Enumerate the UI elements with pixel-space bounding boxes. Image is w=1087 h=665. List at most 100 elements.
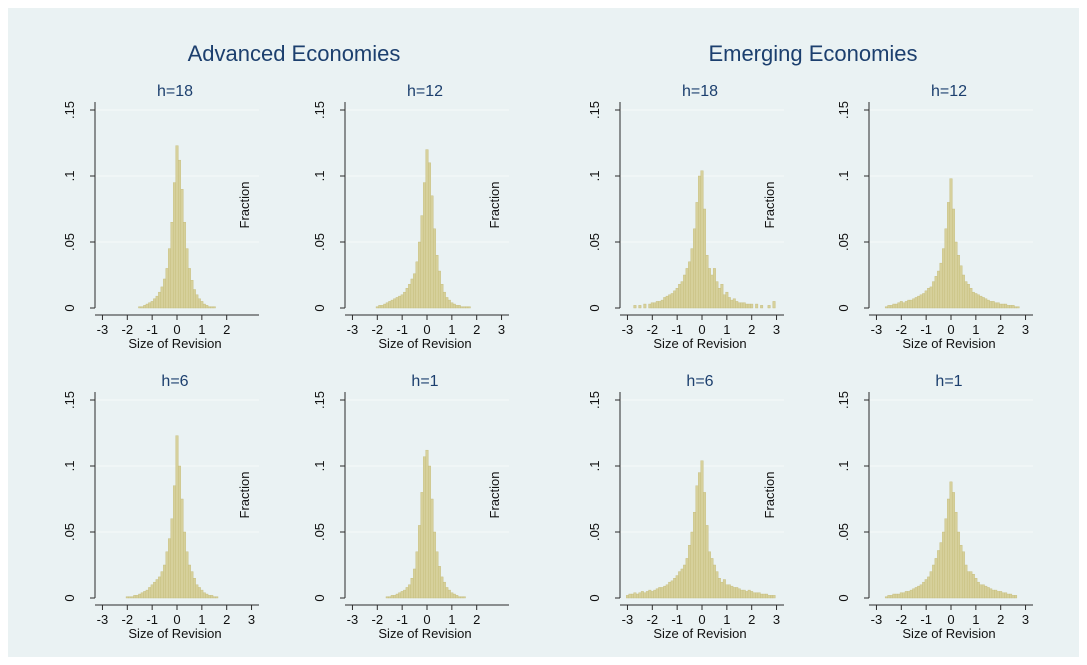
panel-7-bar <box>708 551 711 599</box>
panel-7-bar <box>720 581 724 599</box>
panel-7-bar <box>727 584 731 599</box>
panel-4-y-tick-label: 0 <box>836 304 851 311</box>
panel-7-bar <box>750 591 754 599</box>
panel-1-y-tick-label: .1 <box>62 171 77 182</box>
panel-4-bar <box>974 293 978 309</box>
panel-8-bar <box>947 498 950 599</box>
panel-6-x-tick-label: 0 <box>423 612 430 627</box>
panel-6-bar <box>445 587 449 599</box>
panel-3-x-tick-label: -2 <box>647 322 659 337</box>
panel-5-x-tick-label: 3 <box>248 612 255 627</box>
panel-1-x-label: Size of Revision <box>128 336 221 351</box>
panel-8-bar <box>889 595 893 599</box>
panel-2-x-tick-label: 1 <box>448 322 455 337</box>
panel-2-bar <box>423 182 426 309</box>
panel-6-bar <box>405 587 409 599</box>
panel-8-title: h=1 <box>935 373 962 390</box>
panel-7-bar <box>772 595 776 599</box>
panel-6-bar <box>437 566 441 599</box>
panel-2-bar <box>447 299 451 309</box>
panel-6-bar <box>428 465 431 599</box>
panel-3-x-label: Size of Revision <box>653 336 746 351</box>
panel-5-bar <box>215 596 219 599</box>
panel-6-bar <box>442 581 446 599</box>
panel-1-bar <box>185 248 189 309</box>
panel-1-bar <box>205 305 209 309</box>
panel-2-bar <box>378 305 382 309</box>
panel-1-bar <box>197 298 201 309</box>
panel-4-bar <box>996 302 1000 309</box>
panel-6-bar <box>418 525 421 599</box>
panel-4-bar <box>999 303 1003 309</box>
panel-2-bar <box>442 291 446 309</box>
panel-1-bar <box>187 268 191 309</box>
panel-1-bar <box>210 306 214 309</box>
panel-8-bar <box>912 588 916 599</box>
panel-8-bar <box>902 592 906 599</box>
panel-2-bar <box>395 297 399 309</box>
panel-8-bar <box>952 492 955 599</box>
panel-5-bar <box>175 435 179 599</box>
panel-4-x-tick-label: 2 <box>997 322 1004 337</box>
panel-4-bar <box>904 301 908 309</box>
panel-3-bar <box>722 294 726 309</box>
panel-4-bar <box>914 297 918 309</box>
panel-7-bar <box>747 589 751 599</box>
panel-7-bar <box>628 593 632 599</box>
panel-7-x-tick-label: 1 <box>723 612 730 627</box>
panel-6-bar <box>462 596 466 599</box>
panel-6-bar <box>423 456 426 599</box>
panel-7-bar <box>770 595 774 599</box>
panel-4-bar <box>887 305 891 309</box>
panel-8-y-tick-label: .05 <box>836 523 851 541</box>
panel-5-bar <box>133 595 137 599</box>
panel-2-bar <box>457 305 461 309</box>
panel-8-bar <box>964 564 968 599</box>
panel-1-bar <box>163 278 167 309</box>
panel-5-bar <box>192 578 196 599</box>
panel-5-bar <box>190 571 194 599</box>
panel-8-y-tick-label: .1 <box>836 461 851 472</box>
panel-5-y-tick-label: 0 <box>62 594 77 601</box>
panel-4-bar <box>942 248 945 309</box>
panel-8-bar <box>934 558 938 599</box>
panel-3-bar <box>727 297 731 309</box>
panel-8-bar <box>884 596 888 599</box>
panel-3-bar <box>698 175 701 309</box>
panel-3-y-tick-label: .05 <box>587 233 602 251</box>
panel-4-bar <box>947 202 950 309</box>
panel-6-bar <box>400 591 404 599</box>
panel-5-bar <box>207 595 211 599</box>
panel-5-x-tick-label: -2 <box>122 612 134 627</box>
panel-1-bar <box>168 248 171 309</box>
panel-5-title: h=6 <box>161 373 188 390</box>
panel-3-bar <box>767 305 771 309</box>
panel-4-bar <box>989 301 993 309</box>
panel-2-y-tick-label: .15 <box>312 101 327 119</box>
panel-4-bar <box>934 276 938 309</box>
panel-4-title: h=12 <box>931 83 967 100</box>
panel-4-bar <box>909 299 913 309</box>
panel-7-bar <box>752 592 756 599</box>
panel-7-bar <box>668 581 672 599</box>
panel-8-bar <box>929 571 933 599</box>
panel-7-bar <box>745 591 749 599</box>
panel-3-y-tick-label: .15 <box>587 101 602 119</box>
panel-1-bar <box>140 306 144 309</box>
panel-2-x-tick-label: 3 <box>498 322 505 337</box>
panel-4-bar <box>927 288 931 309</box>
panel-8-bar <box>907 591 911 599</box>
panel-5-bar <box>130 596 134 599</box>
panel-7-bar <box>705 525 709 599</box>
panel-2-bar <box>393 298 397 309</box>
panel-5-bar <box>148 587 152 599</box>
panel-3-bar <box>655 301 659 309</box>
panel-6-x-tick-label: 1 <box>448 612 455 627</box>
panel-2-bar <box>385 302 389 309</box>
panel-4-bar <box>1014 306 1018 309</box>
panel-4-bar <box>966 284 970 309</box>
panel-4-bar <box>1006 305 1010 309</box>
panel-8-bar <box>904 591 908 599</box>
panel-2-y-tick-label: .1 <box>312 171 327 182</box>
panel-3-bar <box>740 302 744 309</box>
